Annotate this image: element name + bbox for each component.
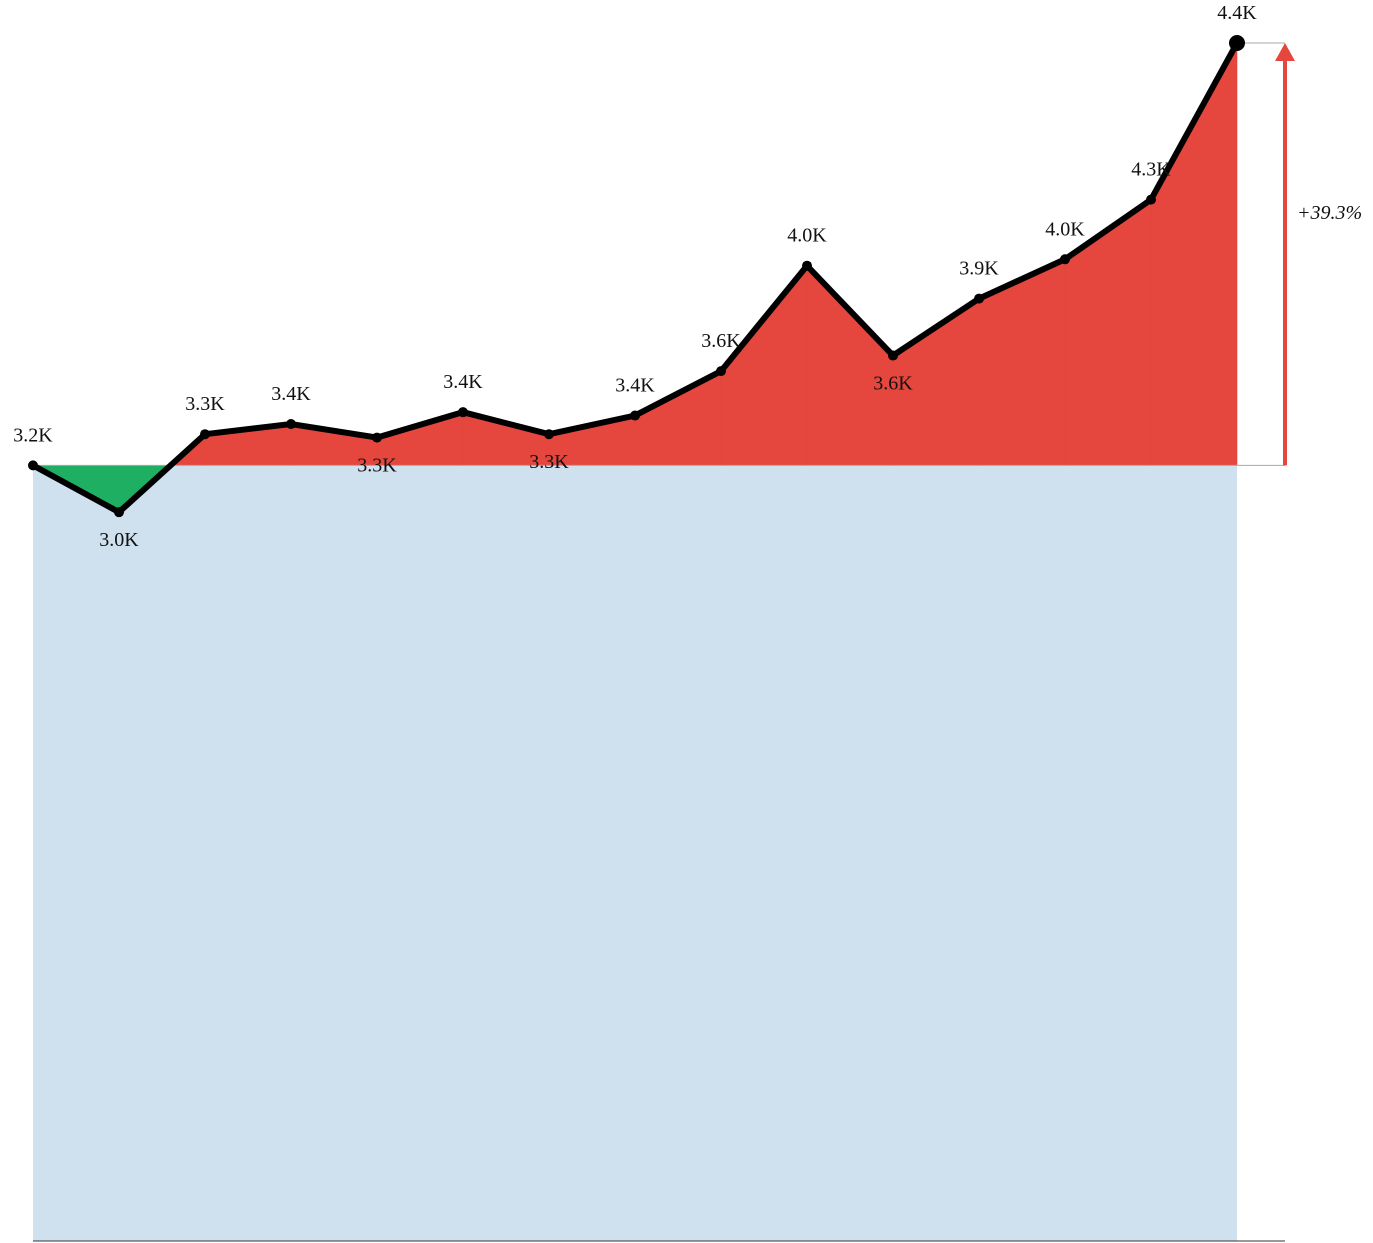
data-label: 3.3K	[185, 393, 225, 415]
data-label: 4.4K	[1217, 2, 1257, 24]
data-point	[114, 507, 124, 518]
data-label: 4.0K	[1045, 218, 1085, 240]
data-point	[286, 419, 296, 430]
data-label: 3.4K	[443, 371, 483, 393]
data-point	[200, 429, 210, 440]
data-point	[888, 350, 898, 361]
change-arrow-layer: +39.3%	[1275, 43, 1362, 466]
data-label: 3.6K	[873, 373, 913, 395]
data-point	[802, 260, 812, 271]
data-label: 3.6K	[701, 330, 741, 352]
data-point	[716, 366, 726, 377]
base-area-layer	[33, 465, 1237, 1241]
data-label: 3.0K	[99, 529, 139, 551]
data-point	[1060, 254, 1070, 265]
data-point	[630, 410, 640, 421]
change-label: +39.3%	[1297, 202, 1362, 224]
data-label: 3.3K	[529, 451, 569, 473]
data-label: 3.4K	[271, 383, 311, 405]
delta-fill-layer	[32, 42, 1238, 513]
data-label: 4.3K	[1131, 159, 1171, 181]
data-label: 3.3K	[357, 455, 397, 477]
increase-area-segment	[806, 264, 894, 466]
increase-area-segment	[720, 264, 808, 466]
data-point	[372, 432, 382, 443]
data-label: 3.2K	[13, 424, 53, 446]
data-label: 3.4K	[615, 375, 655, 397]
data-point	[28, 460, 38, 471]
increase-area-segment	[1150, 42, 1238, 466]
data-point	[1146, 194, 1156, 205]
data-label: 4.0K	[787, 225, 827, 247]
data-point	[974, 293, 984, 304]
data-labels-layer: 3.2K 3.0K 3.3K 3.4K 3.3K 3.4K 3.3K 3.4K 3.6K 4.0K…	[13, 2, 1257, 551]
data-point	[544, 429, 554, 440]
data-label: 3.9K	[959, 258, 999, 280]
data-point	[1229, 35, 1245, 51]
data-point	[458, 407, 468, 418]
base-area	[33, 465, 1237, 1241]
change-arrow-head	[1275, 43, 1295, 61]
data-points-layer	[28, 35, 1245, 518]
